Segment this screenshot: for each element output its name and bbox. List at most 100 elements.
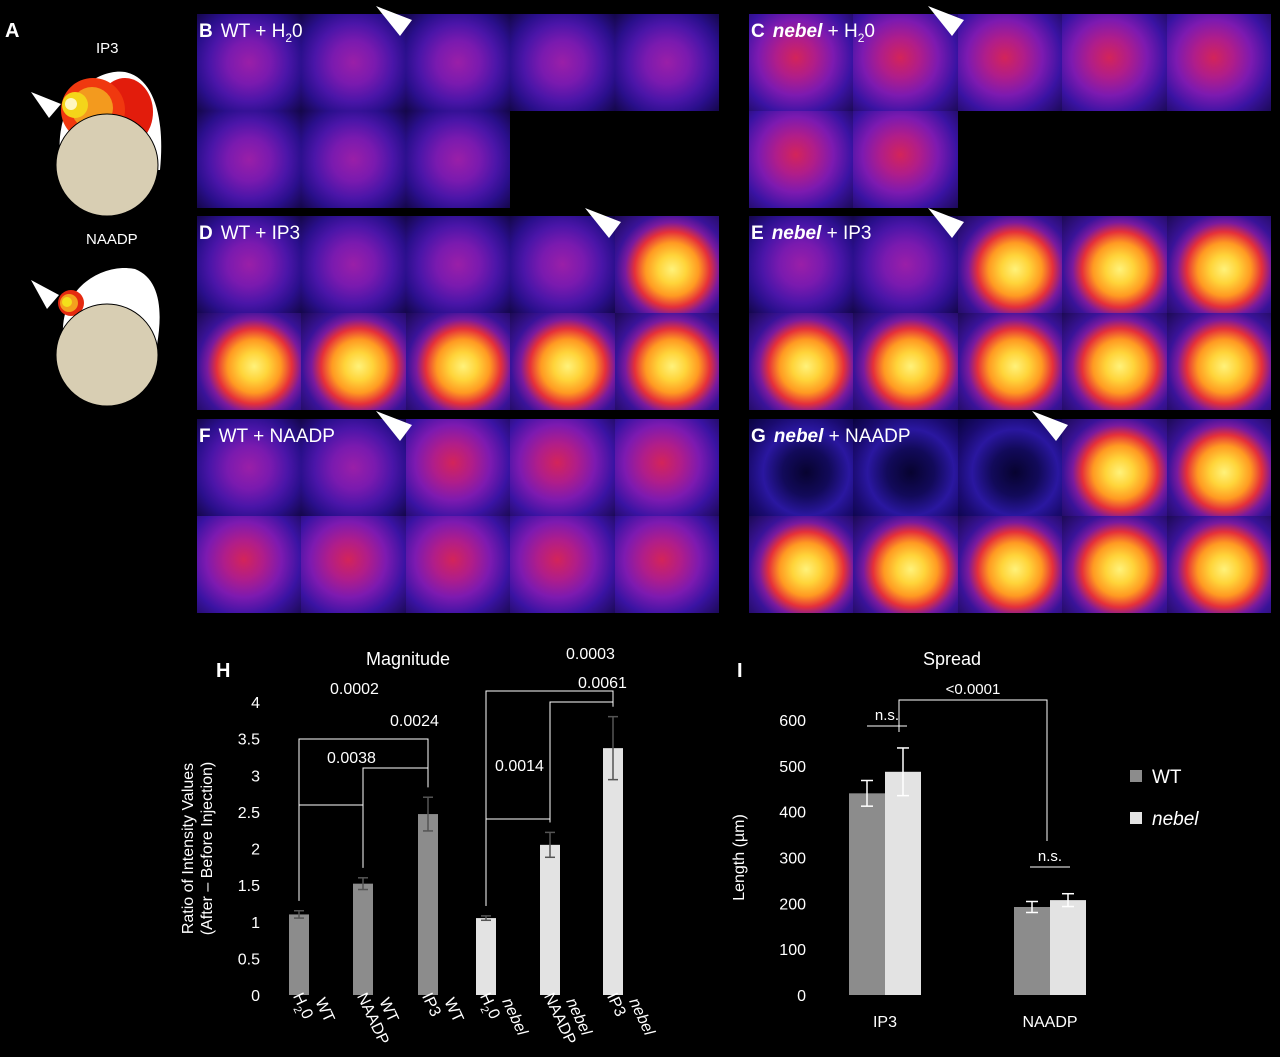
image-frame	[1166, 516, 1271, 613]
image-frame	[614, 216, 719, 313]
genotype-label: WT	[220, 21, 250, 42]
image-frame	[510, 216, 615, 313]
panel-a-letter: A	[5, 20, 20, 42]
p-value-label: n.s.	[875, 707, 899, 724]
treatment-label: + IP3	[821, 223, 872, 244]
y-tick-label: 500	[779, 759, 806, 776]
panel-h-letter: H	[216, 660, 231, 682]
subscript: 2	[857, 30, 865, 45]
image-frame	[614, 313, 719, 410]
y-tick-label: 0	[797, 988, 806, 1005]
bar	[885, 771, 921, 995]
image-frame	[1062, 14, 1167, 111]
image-frame	[853, 313, 958, 410]
ip3-egg-diagram	[31, 71, 162, 217]
image-frame	[1062, 313, 1167, 410]
image-frame	[957, 14, 1063, 111]
image-frame	[197, 516, 302, 613]
treatment-label: + NAADP	[247, 426, 335, 447]
image-frame	[1166, 216, 1271, 313]
y-tick-label: 600	[779, 713, 806, 730]
panel-b	[197, 14, 719, 208]
image-frame	[510, 313, 615, 410]
image-frame	[853, 419, 958, 516]
image-frame	[301, 313, 406, 410]
panel-letter: G	[751, 426, 766, 447]
treatment-suffix: 0	[292, 21, 303, 42]
image-frame	[197, 111, 302, 208]
treatment-label: + NAADP	[823, 426, 911, 447]
p-value-label: 0.0024	[390, 713, 439, 730]
bar	[1050, 900, 1086, 995]
y-tick-label: 2	[251, 842, 260, 859]
image-frame	[405, 313, 511, 410]
genotype-label: nebel	[772, 21, 823, 42]
ip3-diagram-label: IP3	[96, 40, 119, 57]
image-frame	[405, 14, 511, 111]
image-frame	[749, 419, 854, 516]
image-frame	[853, 516, 958, 613]
y-tick-label: 2.5	[238, 805, 260, 822]
image-frame	[301, 216, 406, 313]
injection-arrowhead-icon	[1032, 411, 1069, 441]
image-frame	[749, 216, 854, 313]
naadp-diagram-label: NAADP	[86, 231, 138, 248]
image-frame	[614, 419, 719, 516]
image-frame	[749, 14, 854, 111]
panel-i-letter: I	[737, 660, 743, 682]
y-axis-label-line1: Ratio of Intensity Values	[180, 763, 197, 934]
genotype-label: nebel	[771, 223, 822, 244]
category-treatment: IP3	[418, 990, 444, 1019]
magnitude-chart: Magnitude 0 0.5 1 1.5 2 2.5 3 3.5 4 Ratio of Inten…	[180, 646, 658, 1048]
y-axis-label-line2: (After – Before Injection)	[199, 762, 216, 935]
y-axis-label: Ratio of Intensity Values (After – Before…	[180, 762, 216, 935]
bar	[540, 844, 560, 995]
p-value-label: <0.0001	[946, 681, 1001, 698]
image-frame	[749, 516, 854, 613]
y-tick-label: 0	[251, 988, 260, 1005]
injection-arrowhead-icon	[375, 411, 412, 441]
y-tick-label: 0.5	[238, 951, 260, 968]
panel-letter: B	[199, 21, 213, 42]
y-tick-label: 3.5	[238, 732, 260, 749]
image-frame	[197, 313, 302, 410]
chart-title: Spread	[923, 649, 981, 669]
image-frame	[749, 313, 854, 410]
image-frame	[853, 14, 958, 111]
chart-title: Magnitude	[366, 649, 450, 669]
image-frame	[1166, 14, 1271, 111]
image-frame	[1166, 419, 1271, 516]
p-value-label: 0.0061	[578, 675, 627, 692]
p-value-label: 0.0038	[327, 750, 376, 767]
p-value-label: 0.0002	[330, 681, 379, 698]
image-frame	[405, 216, 511, 313]
panel-title-f: F WT + NAADP	[199, 426, 335, 448]
p-value-label: n.s.	[1038, 848, 1062, 865]
image-frame	[510, 516, 615, 613]
panel-f	[197, 419, 719, 613]
category-genotype: nebel	[498, 996, 530, 1039]
image-frame	[749, 111, 854, 208]
panel-c	[749, 14, 1271, 208]
image-frame	[957, 516, 1063, 613]
bar	[353, 883, 373, 995]
category-subscript: 2	[477, 1005, 490, 1016]
image-frame	[301, 516, 406, 613]
image-frame	[957, 216, 1063, 313]
treatment-suffix: 0	[864, 21, 875, 42]
panel-letter: D	[199, 223, 213, 244]
naadp-egg-diagram	[31, 268, 160, 407]
category-subscript: 2	[290, 1005, 303, 1016]
genotype-label: WT	[220, 223, 250, 244]
category-genotype: WT	[440, 996, 466, 1026]
image-frame	[957, 419, 1063, 516]
legend-swatch	[1130, 812, 1142, 824]
injection-arrowhead-icon	[927, 6, 964, 36]
image-frame	[510, 14, 615, 111]
image-frame	[301, 419, 406, 516]
image-frame	[301, 111, 406, 208]
injection-arrowhead-icon	[584, 208, 621, 238]
image-frame	[1062, 419, 1167, 516]
image-frame	[510, 419, 615, 516]
